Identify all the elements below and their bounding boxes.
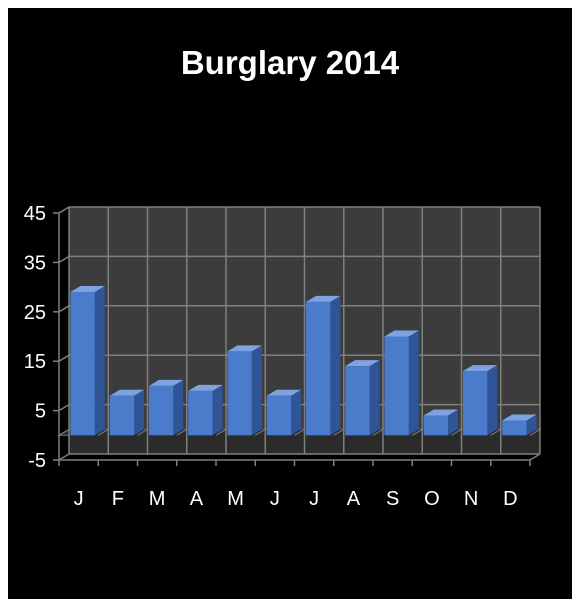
bar-top xyxy=(227,345,262,352)
floor-divider xyxy=(451,428,462,436)
x-tick-label: M xyxy=(227,488,244,510)
y-tick-label: 25 xyxy=(24,302,46,324)
bar-chart: 45 35 25 15 5 -5 J F M A M J J A S O N D xyxy=(24,203,542,510)
x-tick-label: J xyxy=(309,488,319,510)
bar-front xyxy=(70,292,95,436)
bar-side xyxy=(369,360,380,436)
bar-8 xyxy=(345,360,380,436)
x-tick-label: N xyxy=(464,488,478,510)
x-axis-depth xyxy=(529,453,541,461)
bar-side xyxy=(94,286,105,436)
bar-front xyxy=(227,351,252,436)
bar-front xyxy=(423,415,449,436)
x-tick-label: A xyxy=(190,488,204,510)
bar-front xyxy=(109,395,135,436)
bar-top xyxy=(423,409,459,416)
bar-top xyxy=(109,389,145,396)
gridline-side xyxy=(58,354,70,362)
bar-front xyxy=(345,366,370,436)
bars xyxy=(70,286,537,436)
x-tick-label: D xyxy=(503,488,517,510)
bar-top xyxy=(345,360,380,367)
bar-7 xyxy=(305,295,341,436)
bar-4 xyxy=(188,384,223,436)
floor-divider xyxy=(58,428,70,436)
x-tick-label: S xyxy=(386,488,399,510)
y-tick-label: 5 xyxy=(35,401,46,423)
bar-top xyxy=(266,389,302,396)
floor-divider xyxy=(294,428,305,436)
gridline-side xyxy=(58,453,70,461)
bar-top xyxy=(188,384,223,391)
bar-side xyxy=(291,389,302,436)
bar-side xyxy=(448,409,459,436)
floor-divider xyxy=(333,428,345,436)
bar-side xyxy=(173,379,184,436)
x-tick-label: F xyxy=(112,488,124,510)
bar-top xyxy=(70,286,105,293)
floor-divider xyxy=(529,428,541,436)
bar-9 xyxy=(384,330,419,436)
bar-side xyxy=(134,389,145,436)
tick-labels: 45 35 25 15 5 -5 J F M A M J J A S O N D xyxy=(24,203,518,510)
gridline-side xyxy=(58,206,70,214)
chart-frame: Burglary 2014 45 35 25 15 5 -5 J F M A M J J A S O N D xyxy=(8,8,572,599)
x-tick-label: M xyxy=(149,488,166,510)
bar-top xyxy=(462,365,498,372)
gridline-side xyxy=(58,403,70,412)
floor-divider xyxy=(490,428,502,436)
x-tick-label: O xyxy=(424,488,440,510)
bar-top xyxy=(502,414,537,421)
bar-11 xyxy=(462,365,498,436)
floor-divider xyxy=(176,428,188,436)
x-tick-label: J xyxy=(270,488,280,510)
bar-side xyxy=(408,330,419,436)
bar-front xyxy=(148,385,174,436)
y-tick-label: 45 xyxy=(24,203,46,225)
bar-front xyxy=(188,390,213,436)
floor-divider xyxy=(137,428,148,436)
floor-divider xyxy=(97,428,109,436)
gridlines xyxy=(58,206,541,461)
x-tick-label: A xyxy=(347,488,361,510)
bar-5 xyxy=(227,345,262,436)
bar-top xyxy=(148,379,184,386)
floor-divider xyxy=(215,428,227,436)
x-tick-label: J xyxy=(74,488,84,510)
y-tick-label: 35 xyxy=(24,252,46,274)
bar-top xyxy=(384,330,419,337)
bar-12 xyxy=(502,414,537,436)
floor-divider xyxy=(254,428,266,436)
bar-front xyxy=(384,336,409,436)
bar-side xyxy=(487,365,498,436)
bar-front xyxy=(502,420,527,436)
axes xyxy=(53,212,541,466)
bar-1 xyxy=(70,286,105,436)
y-tick-label: 15 xyxy=(24,351,46,373)
bar-side xyxy=(212,384,223,436)
bar-top xyxy=(305,295,341,302)
bar-3 xyxy=(148,379,184,436)
bar-front xyxy=(266,395,292,436)
gridline-side xyxy=(58,305,70,313)
bar-side xyxy=(251,345,262,436)
floor-divider xyxy=(411,428,423,436)
bar-side xyxy=(330,295,341,436)
y-tick-label: -5 xyxy=(28,450,46,472)
bar-6 xyxy=(266,389,302,436)
bar-10 xyxy=(423,409,459,436)
floor-divider xyxy=(372,428,384,436)
bar-front xyxy=(305,301,331,436)
bar-front xyxy=(462,371,488,436)
gridline-side xyxy=(58,255,70,264)
bar-side xyxy=(526,414,537,436)
bar-2 xyxy=(109,389,145,436)
chart-title: Burglary 2014 xyxy=(180,44,400,81)
